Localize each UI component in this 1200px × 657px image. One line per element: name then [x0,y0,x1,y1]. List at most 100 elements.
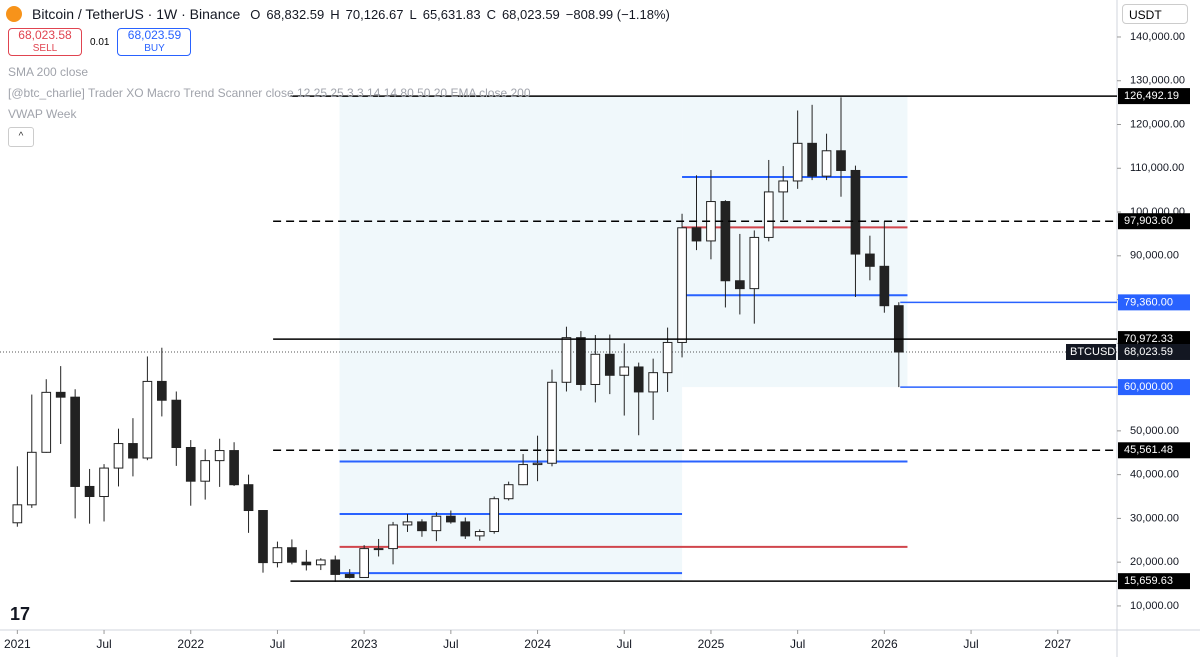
candle-body [41,391,52,453]
candle-body [315,559,326,566]
level-label: 126,492.19 [1124,90,1179,102]
candle-body [373,548,384,551]
candle-body [836,150,846,171]
sell-button[interactable]: 68,023.58 SELL [8,28,82,56]
candle-body [157,380,167,401]
candle-body [561,337,572,383]
level-badge [1118,88,1190,105]
y-tick-label: 90,000.00 [1130,250,1179,262]
candle-body [229,450,239,486]
candle-body [604,353,615,376]
level-badge [1118,331,1190,348]
candle-body [662,341,673,374]
candle-body [330,559,341,575]
candle-body [518,464,528,486]
candle-body [648,372,658,393]
candle-body [417,521,427,532]
candle-body [576,337,586,385]
ohlc: O 68,832.59 H 70,126.67 L 65,631.83 C 68,023.59… [250,6,676,22]
candle-body [171,399,182,448]
candle-body [590,353,601,385]
x-tick-label: 2026 [871,637,898,651]
candle-body [807,142,817,177]
indicator[interactable]: SMA 200 close [8,65,89,79]
candle-body [893,305,904,353]
price-badge [1118,343,1190,360]
candle-body [879,265,890,307]
candle-body [344,573,355,578]
change: −808.99 (−1.18%) [565,7,670,22]
high: 70,126.67 [345,7,404,22]
buy-price: 68,023.59 [127,28,182,42]
coin-icon [6,6,22,22]
candle-body [763,191,774,238]
candle-body [474,531,485,537]
candle-body [84,485,95,498]
low: 65,631.83 [422,7,481,22]
candle-body [142,380,153,459]
x-tick-label: 2022 [177,637,204,651]
candle-body [70,396,80,487]
price-label: 68,023.59 [1124,346,1173,358]
low-label: L [409,7,417,22]
x-tick-label: Jul [790,637,805,651]
candle-body [677,227,687,343]
level-label: 97,903.60 [1124,215,1173,227]
x-tick-label: Jul [96,637,111,651]
x-tick-label: Jul [270,637,285,651]
candle-body [720,201,731,282]
collapse-button[interactable]: ^ [8,127,34,147]
buy-button[interactable]: 68,023.59 BUY [117,28,192,56]
candle-body [99,467,109,498]
level-label: 79,360.00 [1124,296,1173,308]
candle-body [12,504,23,524]
sell-label: SELL [32,43,58,54]
candle-body [778,180,789,193]
candle-body [128,443,138,459]
candle-body [26,451,37,506]
level-badge [1118,213,1190,230]
candle-body [214,450,225,462]
level-badge [1118,573,1190,590]
y-tick-label: 20,000.00 [1130,556,1179,568]
candle-body [619,366,630,376]
candle-body [113,443,124,469]
level-badge [1118,379,1190,396]
indicator[interactable]: VWAP Week [8,107,77,121]
level-label: 60,000.00 [1124,381,1173,393]
y-tick-label: 130,000.00 [1130,75,1185,87]
candle-body [850,169,861,255]
price-badge [1066,343,1116,360]
candle-body [749,236,760,290]
x-tick-label: 2021 [4,637,31,651]
candle-body [865,253,875,267]
indicator[interactable]: [@btc_charlie] Trader XO Macro Trend Sca… [8,86,531,100]
open: 68,832.59 [266,7,325,22]
candle-body [460,521,471,537]
currency-selector[interactable]: USDT [1122,4,1188,24]
x-tick-label: 2024 [524,637,551,651]
price-symbol: BTCUSDT [1070,346,1122,358]
trade-panel: 68,023.58 SELL 0.01 68,023.59 BUY [8,28,192,56]
header: Bitcoin / TetherUS · 1W · Binance O 68,83… [6,6,676,22]
symbol[interactable]: Bitcoin / TetherUS · 1W · Binance [32,6,241,22]
candle-body [431,515,442,532]
sell-price: 68,023.58 [18,28,72,42]
candle-body [446,515,456,523]
x-tick-label: Jul [443,637,458,651]
close: 68,023.59 [501,7,560,22]
x-tick-label: Jul [963,637,978,651]
candle-body [691,227,702,242]
candle-body [243,484,254,512]
y-tick-label: 140,000.00 [1130,31,1185,43]
candle-body [359,548,369,578]
candle-body [633,366,644,393]
candle-body [258,510,268,564]
candle-body [185,446,196,482]
candle-body [735,280,745,290]
candle-body [402,521,413,526]
candle-body [503,484,514,500]
y-tick-label: 110,000.00 [1130,162,1184,174]
